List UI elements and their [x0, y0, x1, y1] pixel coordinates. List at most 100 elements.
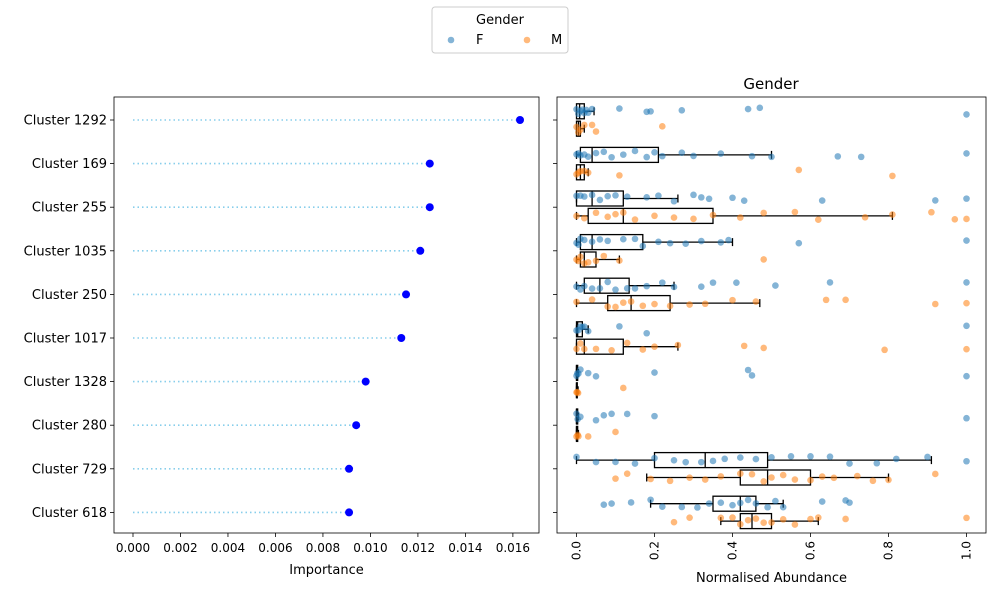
strip-point-m: [616, 257, 623, 264]
strip-point-f: [826, 453, 834, 460]
strip-point-m: [842, 515, 849, 523]
strip-point-f: [659, 503, 666, 510]
strip-point-m: [577, 253, 584, 261]
strip-point-m: [670, 214, 678, 221]
strip-point-m: [600, 252, 608, 260]
x-tick-label: 0.014: [448, 541, 482, 555]
strip-point-f: [818, 197, 826, 204]
importance-marker: [361, 377, 370, 386]
strip-point-m: [581, 345, 588, 353]
strip-point-f: [600, 412, 608, 419]
strip-point-m: [577, 126, 584, 133]
strip-point-m: [885, 476, 892, 484]
strip-point-f: [612, 192, 619, 199]
importance-marker: [425, 159, 434, 168]
strip-point-f: [744, 105, 752, 113]
strip-point-m: [573, 345, 580, 353]
strip-point-m: [768, 519, 775, 526]
strip-point-f: [620, 151, 627, 158]
strip-point-m: [779, 471, 787, 479]
strip-point-f: [627, 499, 635, 506]
strip-point-f: [705, 195, 713, 203]
strip-point-f: [584, 369, 592, 377]
importance-panel: Cluster 1292 Cluster 169 Cluster 255 Cluste…: [24, 96, 540, 578]
y-tick-label: Cluster 280: [32, 419, 107, 434]
strip-point-f: [588, 105, 596, 113]
strip-point-f: [744, 366, 752, 374]
strip-point-f: [795, 239, 803, 247]
strip-point-f: [581, 236, 588, 244]
abundance-plot-area: [573, 103, 970, 530]
strip-point-m: [932, 300, 939, 308]
strip-point-m: [830, 474, 838, 482]
y-tick-label: Cluster 1035: [24, 244, 107, 259]
strip-point-f: [963, 279, 970, 286]
strip-point-f: [705, 500, 713, 507]
strip-point-m: [573, 298, 580, 306]
strip-point-f: [573, 453, 580, 461]
strip-point-f: [612, 286, 619, 293]
strip-point-f: [768, 454, 775, 461]
strip-point-f: [740, 197, 748, 205]
strip-point-f: [826, 279, 834, 286]
strip-point-f: [717, 499, 725, 507]
x-tick-label: 0.000: [116, 541, 150, 555]
strip-point-f: [963, 237, 970, 244]
strip-point-f: [600, 148, 608, 156]
strip-point-m: [779, 516, 787, 523]
importance-marker: [425, 203, 434, 212]
strip-point-f: [963, 150, 970, 157]
strip-point-m: [737, 520, 744, 528]
importance-plot-area: [132, 116, 525, 517]
strip-point-f: [779, 503, 787, 511]
strip-point-m: [807, 476, 814, 484]
strip-point-m: [748, 470, 756, 478]
strip-point-m: [670, 518, 678, 526]
x-tick-label: 0.6: [804, 541, 818, 560]
strip-point-f: [725, 236, 732, 244]
strip-point-f: [616, 105, 623, 112]
strip-point-m: [791, 208, 799, 216]
strip-point-f: [807, 453, 814, 460]
x-tick-label: 0.016: [496, 541, 530, 555]
legend: Gender F M: [431, 6, 569, 54]
strip-point-m: [627, 298, 635, 305]
strip-point-f: [604, 237, 611, 245]
strip-point-f: [655, 238, 662, 246]
strip-point-f: [577, 413, 584, 421]
strip-point-m: [651, 300, 658, 308]
y-tick-label: Cluster 1017: [24, 332, 107, 347]
abundance-axes-frame: [556, 96, 987, 534]
strip-point-m: [717, 514, 725, 522]
strip-point-m: [963, 345, 970, 353]
strip-point-f: [752, 455, 760, 463]
strip-point-f: [748, 372, 756, 379]
strip-point-m: [588, 121, 596, 129]
strip-point-f: [694, 504, 701, 511]
strip-point-f: [608, 410, 615, 418]
y-tick-label: Cluster 255: [32, 201, 107, 216]
strip-point-f: [643, 329, 650, 337]
strip-point-m: [612, 475, 619, 482]
strip-point-f: [647, 496, 654, 504]
strip-point-f: [721, 455, 728, 463]
y-tick-label: Cluster 1292: [24, 114, 107, 129]
strip-point-f: [846, 460, 853, 467]
strip-point-m: [581, 214, 588, 222]
strip-point-m: [620, 299, 627, 306]
strip-point-m: [604, 213, 611, 221]
strip-point-m: [666, 477, 674, 485]
strip-point-m: [869, 477, 877, 485]
strip-point-f: [616, 323, 623, 330]
strip-point-f: [932, 197, 939, 204]
strip-point-m: [963, 215, 970, 223]
strip-point-m: [639, 302, 647, 310]
strip-point-f: [682, 240, 689, 247]
strip-point-f: [584, 327, 592, 335]
strip-point-m: [744, 516, 752, 524]
strip-point-m: [951, 216, 959, 223]
strip-point-m: [666, 302, 674, 310]
strip-point-f: [737, 499, 744, 507]
strip-point-f: [666, 239, 674, 247]
